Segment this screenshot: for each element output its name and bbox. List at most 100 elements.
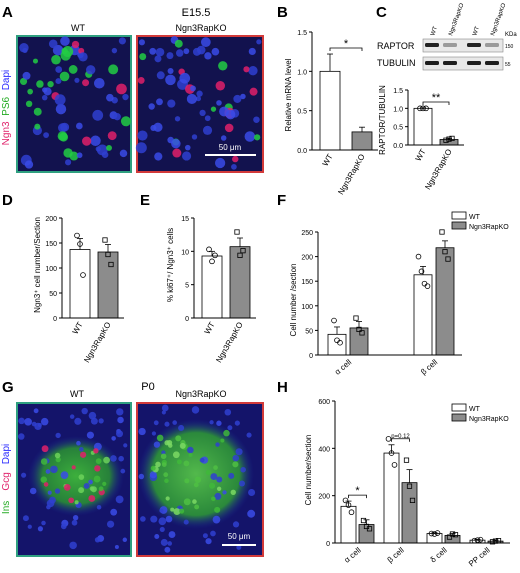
- cell-dot: [101, 151, 109, 159]
- chart-b: 0.0 0.5 1.0 1.5 Relative mRNA level WT Ngn3Rap…: [284, 30, 378, 196]
- cell-dot: [117, 416, 124, 424]
- band-raptor: [467, 43, 481, 47]
- cell-dot: [215, 81, 226, 91]
- cell-dot: [154, 534, 160, 539]
- data-point: [353, 315, 359, 321]
- cell-dot: [165, 496, 170, 501]
- cell-dot: [119, 149, 128, 158]
- cell-dot: [188, 452, 193, 458]
- cell-dot: [29, 487, 37, 495]
- data-point: [442, 249, 448, 255]
- cell-dot: [215, 157, 226, 169]
- cell-dot: [86, 431, 94, 439]
- y-tick-label: 600: [318, 399, 330, 406]
- cell-dot: [174, 116, 181, 122]
- cell-dot: [194, 476, 202, 483]
- blot-lane-labels: WT Ngn3RapKO WT Ngn3RapKO: [430, 2, 507, 36]
- legend-label: Ngn3RapKO: [469, 416, 509, 423]
- y-tick-label: 0: [53, 316, 57, 323]
- cell-dot: [187, 446, 194, 454]
- y-tick-label: 0: [326, 541, 330, 548]
- panel-letter-g: G: [2, 379, 14, 396]
- x-tick-label: Ngn3RapKO: [82, 321, 112, 365]
- micrograph-panel-g: P0 WT Ngn3RapKO Ins Gcg Dapi 50 μm: [1, 381, 264, 557]
- cell-dot: [178, 424, 185, 432]
- cell-dot: [170, 507, 175, 512]
- stain-ps6: PS6: [1, 97, 12, 116]
- cell-dot: [113, 113, 121, 121]
- x-tick-label: PP cell: [467, 546, 492, 569]
- blot-strip-raptor: [422, 38, 504, 53]
- legend-label: WT: [469, 406, 481, 413]
- cell-dot: [176, 459, 182, 465]
- cell-dot: [61, 47, 68, 55]
- y-tick-label: 10: [181, 249, 189, 256]
- cell-dot: [223, 429, 230, 437]
- legend-label: Ngn3RapKO: [469, 224, 509, 231]
- cell-dot: [102, 481, 107, 487]
- bar: [351, 131, 373, 151]
- panel-letter-f: F: [277, 192, 286, 209]
- cell-dot: [55, 432, 61, 439]
- cell-dot: [106, 520, 115, 528]
- cell-dot: [103, 456, 110, 464]
- legend-label: WT: [469, 214, 481, 221]
- bar: [69, 249, 91, 319]
- significance-label: *: [344, 38, 349, 50]
- band-raptor: [485, 43, 499, 47]
- cell-dot: [155, 461, 161, 468]
- cell-dot: [33, 408, 39, 414]
- data-point: [409, 497, 416, 504]
- data-point: [80, 272, 86, 278]
- cell-dot: [211, 47, 220, 56]
- cell-dot: [79, 447, 84, 452]
- x-tick-label: WT: [414, 147, 428, 162]
- cell-dot: [108, 64, 119, 75]
- cell-dot: [167, 99, 176, 108]
- cell-dot: [78, 487, 85, 494]
- cell-dot: [37, 423, 42, 428]
- cell-dot: [196, 90, 203, 97]
- panel-letter-e: E: [140, 192, 150, 209]
- cell-dot: [164, 440, 170, 446]
- cell-dot: [82, 79, 90, 87]
- cell-overlay: [19, 36, 262, 170]
- panel-letter-h: H: [277, 379, 288, 396]
- cell-dot: [85, 65, 96, 75]
- cell-dot: [215, 442, 220, 447]
- cell-dot: [256, 39, 262, 45]
- cell-dot: [216, 486, 222, 491]
- data-point: [234, 229, 240, 235]
- cell-dot: [172, 148, 182, 158]
- cell-dot: [93, 448, 99, 454]
- cell-dot: [60, 471, 69, 480]
- cell-dot: [227, 425, 233, 431]
- cell-dot: [65, 159, 72, 166]
- blot-row-raptor: RAPTOR: [377, 41, 415, 51]
- data-point: [388, 450, 395, 456]
- band-raptor: [443, 43, 457, 47]
- x-tick-label: β cell: [386, 545, 406, 564]
- cell-dot: [232, 454, 240, 462]
- significance-bracket: [422, 101, 450, 105]
- cell-dot: [94, 537, 101, 543]
- cell-dot: [148, 103, 155, 110]
- bar: [413, 107, 433, 146]
- cell-dot: [216, 100, 222, 106]
- cell-dot: [196, 45, 206, 55]
- bar: [435, 247, 455, 356]
- ko-label: Ngn3RapKO: [175, 23, 226, 33]
- cell-dot: [193, 482, 199, 488]
- cell-dot: [224, 123, 234, 133]
- islet-ko: [138, 419, 254, 529]
- data-point: [403, 457, 410, 463]
- cell-dot: [240, 93, 246, 100]
- cell-dot: [54, 94, 66, 106]
- blot-row-tubulin: TUBULIN: [377, 58, 416, 68]
- cell-dot: [57, 131, 68, 141]
- cell-dot: [118, 455, 124, 462]
- y-tick-label: 400: [318, 446, 330, 453]
- cell-dot: [110, 455, 117, 462]
